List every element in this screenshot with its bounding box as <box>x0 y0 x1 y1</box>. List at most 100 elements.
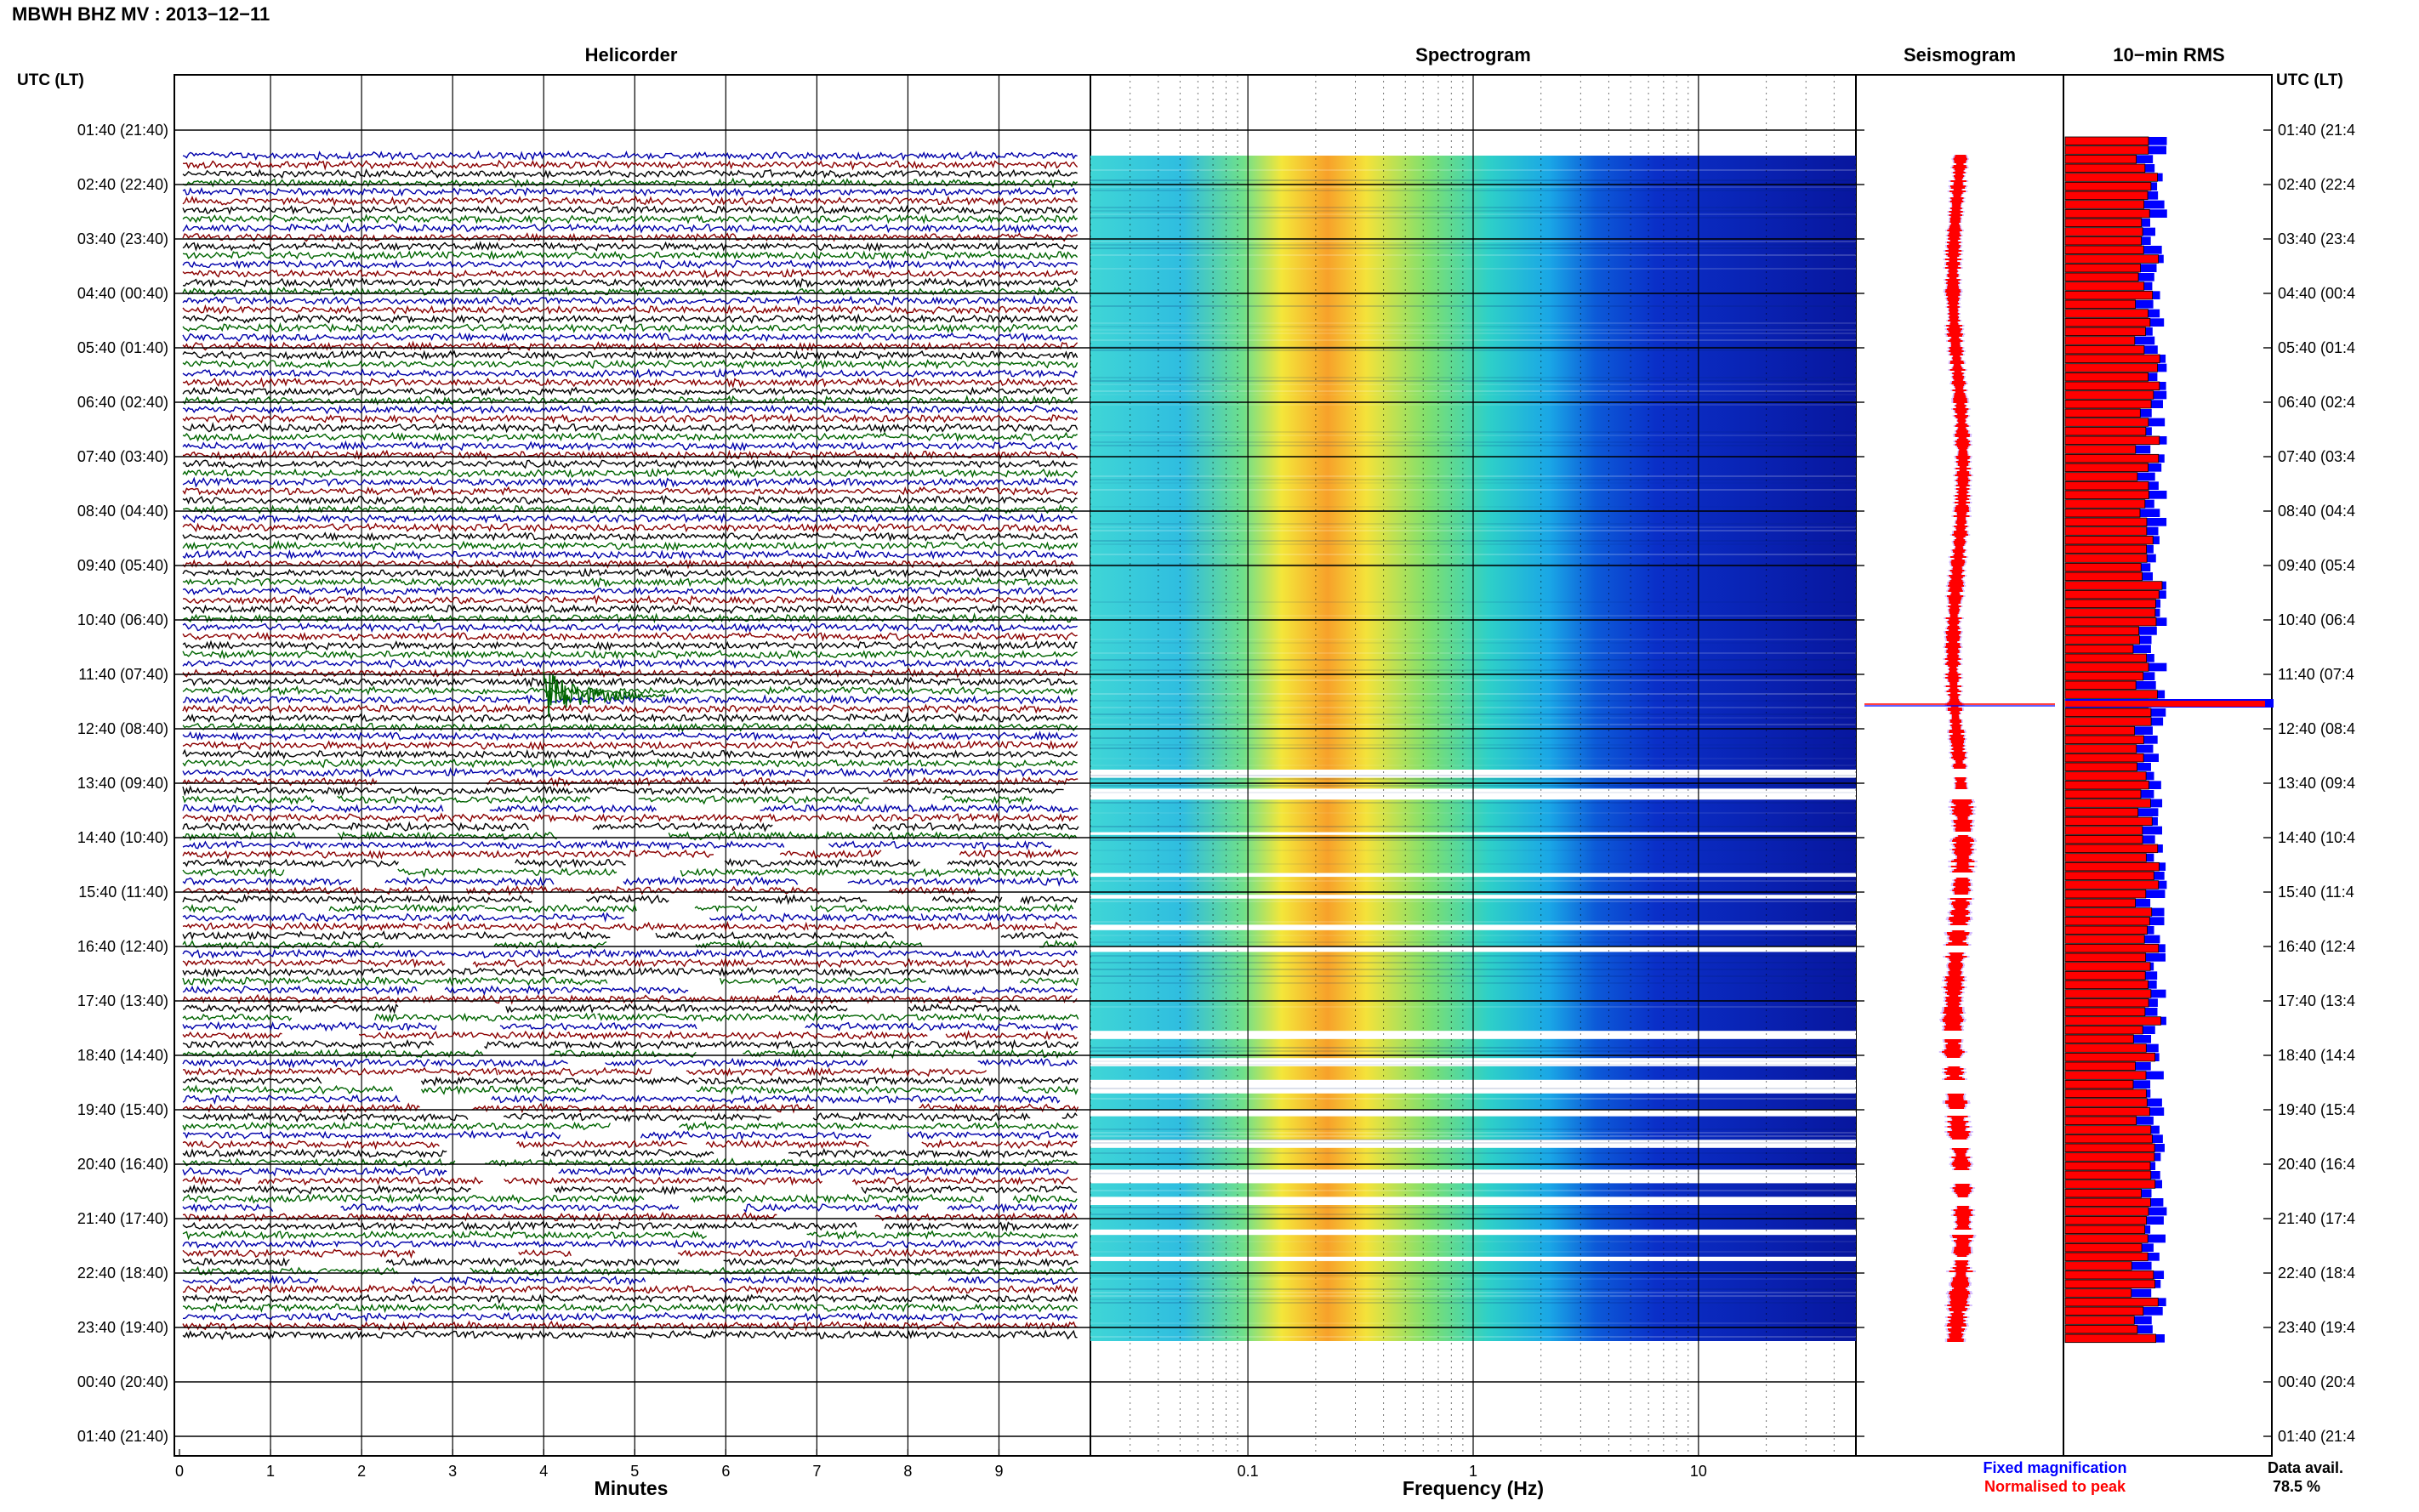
helicorder-trace-segment <box>182 730 1079 742</box>
helicorder-trace-segment <box>444 985 560 996</box>
helicorder-trace-segment <box>182 395 1078 406</box>
helicorder-trace-segment <box>182 1302 1078 1314</box>
helicorder-trace-segment <box>182 958 446 969</box>
rms-bar-normalised <box>2064 236 2143 246</box>
time-tick-label-right: 19:40 (15:4 <box>2278 1101 2355 1118</box>
helicorder-trace-segment <box>1039 1185 1078 1193</box>
helicorder-trace-segment <box>560 986 689 995</box>
helicorder-trace-segment <box>540 1148 714 1158</box>
helicorder-trace-segment <box>182 1140 440 1151</box>
helicorder-trace-segment <box>959 849 1079 860</box>
minute-tick-label: 5 <box>630 1463 639 1480</box>
helicorder-trace-segment <box>890 813 952 822</box>
rms-bar-normalised <box>2064 708 2152 718</box>
normalised-to-peak-legend: Normalised to peak <box>1984 1478 2126 1495</box>
rms-bar-normalised <box>2064 227 2143 236</box>
rms-bar-normalised <box>2064 181 2152 191</box>
helicorder-trace-segment <box>971 986 1078 996</box>
helicorder-trace-segment <box>182 903 236 913</box>
seismogram-trace <box>1864 155 2055 1342</box>
helicorder-trace-segment <box>615 1211 777 1223</box>
helicorder-trace-segment <box>182 1031 282 1040</box>
helicorder-trace-segment <box>299 1021 437 1032</box>
helicorder-trace-segment <box>504 840 592 850</box>
rms-bar-normalised <box>2064 744 2137 753</box>
time-tick-label-right: 11:40 (07:4 <box>2278 666 2354 683</box>
rms-bar-normalised <box>2064 816 2153 827</box>
rms-bar-normalised <box>2064 173 2158 182</box>
rms-bar-normalised <box>2064 363 2158 372</box>
time-tick-label-right: 17:40 (13:4 <box>2278 992 2355 1009</box>
helicorder-trace-segment <box>424 921 655 932</box>
rms-bar-normalised <box>2064 1007 2146 1017</box>
helicorder-trace-segment <box>182 577 1079 588</box>
rms-bar-normalised <box>2064 1270 2154 1280</box>
rms-bar-normalised <box>2064 970 2146 981</box>
helicorder-trace-segment <box>261 858 399 868</box>
rms-bar-normalised <box>2064 1071 2147 1080</box>
helicorder-trace-segment <box>182 1230 447 1241</box>
helicorder-trace-segment <box>398 1129 561 1140</box>
helicorder-trace-segment <box>1017 1085 1079 1095</box>
helicorder-trace-segment <box>182 1248 416 1259</box>
helicorder-trace-segment <box>677 1248 868 1258</box>
rms-bar-normalised <box>2064 290 2154 300</box>
helicorder-trace-segment <box>808 921 1045 932</box>
helicorder-trace-segment <box>486 776 712 787</box>
helicorder-trace-segment <box>493 940 607 950</box>
helicorder-trace-segment <box>419 821 529 832</box>
helicorder-trace-segment <box>568 1094 754 1105</box>
helicorder-trace-segment <box>182 1311 1078 1323</box>
helicorder-trace-segment <box>182 250 1079 261</box>
helicorder-trace-segment <box>883 776 1079 787</box>
helicorder-trace-segment <box>592 1230 708 1240</box>
helicorder-trace-segment <box>664 785 932 795</box>
time-tick-label-left: 02:40 (22:40) <box>77 176 168 193</box>
helicorder-trace-segment <box>554 1076 698 1086</box>
minute-tick-label: 1 <box>266 1463 275 1480</box>
helicorder-trace-segment <box>655 930 895 941</box>
time-tick-label-left: 22:40 (18:40) <box>77 1265 168 1282</box>
helicorder-trace-segment <box>182 1202 274 1213</box>
helicorder-trace-segment <box>932 787 1064 795</box>
helicorder-trace-segment <box>182 222 1079 234</box>
rms-bar-normalised <box>2064 1061 2136 1071</box>
helicorder-trace-segment <box>513 1238 730 1249</box>
helicorder-trace-segment <box>345 1112 469 1123</box>
helicorder-trace-segment <box>385 1257 533 1267</box>
helicorder-trace-segment <box>732 776 811 787</box>
helicorder-trace-segment <box>779 849 882 860</box>
helicorder-trace-segment <box>182 558 1078 570</box>
helicorder-trace-segment <box>301 975 437 986</box>
helicorder-trace-segment <box>182 1213 337 1222</box>
helicorder-trace-segment <box>1036 868 1079 878</box>
helicorder-trace-segment <box>497 1066 652 1077</box>
helicorder-trace-segment <box>472 958 547 969</box>
helicorder-trace-segment <box>561 1103 815 1114</box>
helicorder-trace-segment <box>182 1103 324 1114</box>
rms-bar-normalised <box>2064 218 2143 228</box>
helicorder-trace-segment <box>977 1058 1078 1068</box>
helicorder-trace-segment <box>698 1076 954 1087</box>
helicorder-trace-segment <box>447 1230 593 1240</box>
helicorder-trace-segment <box>182 412 1079 424</box>
rms-bar-normalised <box>2064 480 2149 491</box>
helicorder-trace-segment <box>863 859 920 868</box>
rms-bar-normalised <box>2064 1215 2147 1225</box>
rms-bar-normalised <box>2064 1143 2155 1153</box>
seismogram-title: Seismogram <box>1904 44 2016 65</box>
x-axis-ticks: 0 1 2 3 4 5 6 7 8 9 0.1 1 10 <box>175 1449 1707 1480</box>
helicorder-trace-segment <box>548 1049 697 1059</box>
hour-gridlines <box>174 129 2272 1437</box>
helicorder-trace-segment <box>886 1048 1079 1060</box>
helicorder-trace-segment <box>182 1166 447 1177</box>
rms-bar-normalised <box>2064 925 2148 935</box>
spectrogram-image <box>1090 75 1857 1456</box>
time-tick-label-left: 12:40 (08:40) <box>77 720 168 737</box>
helicorder-trace-segment <box>182 531 1079 543</box>
helicorder-trace-segment <box>182 1175 242 1185</box>
helicorder-trace-segment <box>182 1013 293 1022</box>
helicorder-trace-segment <box>847 876 1006 886</box>
helicorder-trace-segment <box>182 1049 391 1059</box>
rms-bar-normalised <box>2064 445 2137 454</box>
